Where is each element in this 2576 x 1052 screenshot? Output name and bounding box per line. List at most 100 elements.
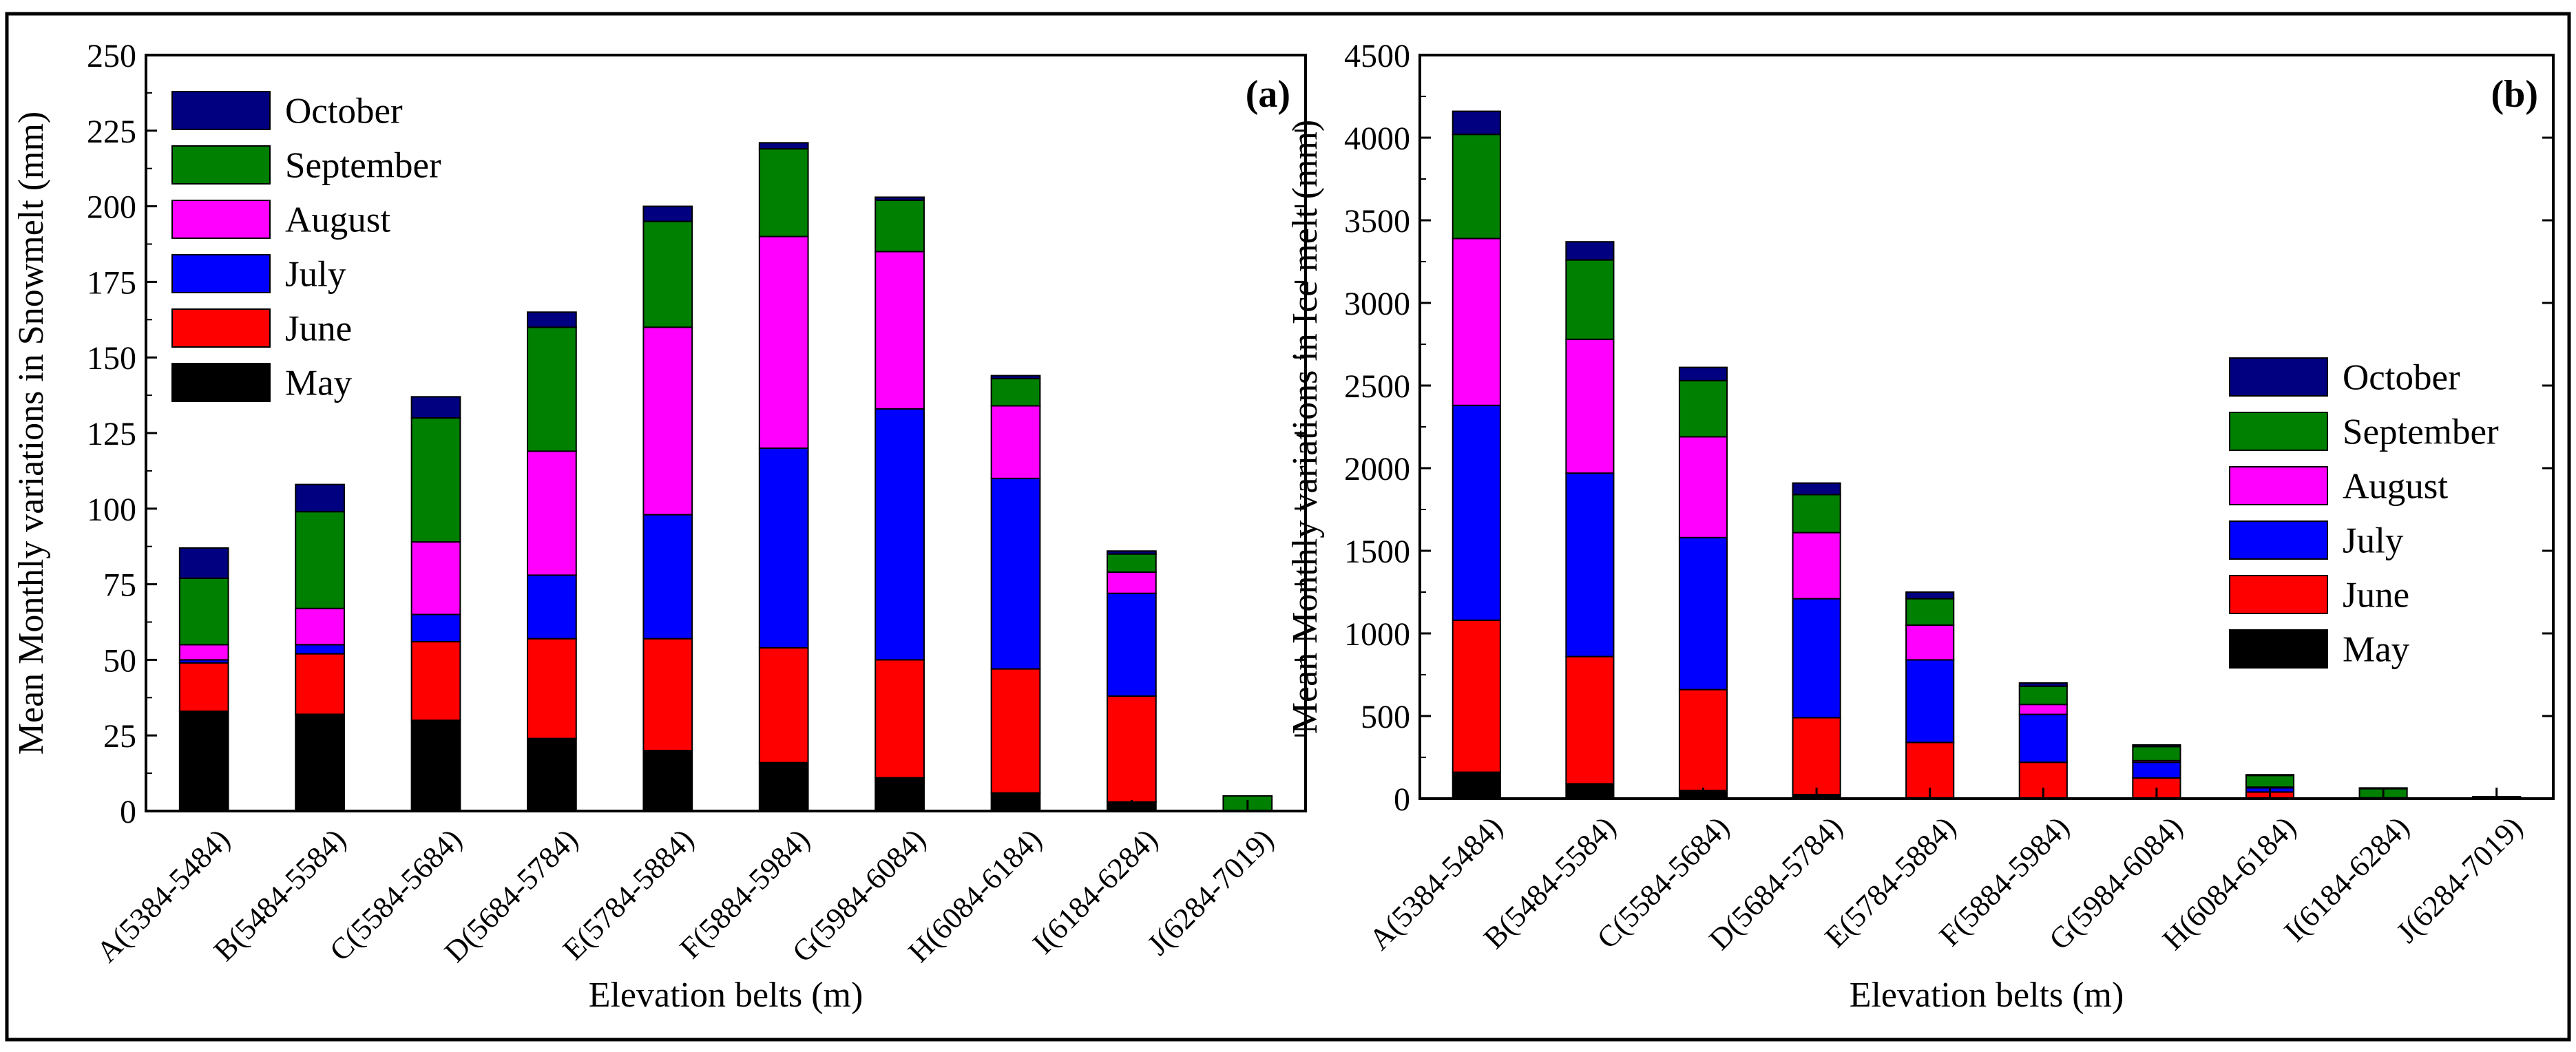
panel-a-bar-october-8 — [1107, 550, 1157, 555]
panel-a-ytick-label: 200 — [87, 189, 136, 226]
panel-a-bar-september-3 — [527, 326, 577, 452]
panel-a-x-axis-title: Elevation belts (m) — [589, 976, 863, 1015]
panel-a-bar-june-0 — [178, 662, 229, 713]
panel-b-ytick-label: 4000 — [1344, 120, 1410, 157]
panel-a-ytick-label: 100 — [87, 492, 136, 528]
panel-a-legend-swatch-may — [171, 363, 271, 402]
panel-a-bar-september-7 — [990, 377, 1041, 407]
panel-a-bar-july-5 — [758, 447, 809, 649]
panel-b-ytick-label: 2500 — [1344, 368, 1410, 405]
panel-b-legend-label-october: October — [2343, 358, 2460, 398]
panel-b-legend-label-july: July — [2343, 521, 2404, 561]
panel-a-ytick-label: 175 — [87, 264, 136, 301]
panel-b-bar-october-4 — [1905, 591, 1955, 600]
panel-b-legend-swatch-october — [2229, 357, 2328, 397]
panel-a-legend-swatch-september — [171, 145, 271, 185]
panel-a-legend: October September August July June May — [171, 91, 441, 403]
panel-a-bar-october-4 — [642, 205, 693, 222]
panel-b-legend-swatch-june — [2229, 575, 2328, 614]
panel-b-bar-september-5 — [2018, 685, 2068, 706]
panel-b-bar-july-2 — [1678, 536, 1728, 691]
panel-a-bar-may-1 — [295, 713, 345, 812]
panel-a-bar-october-2 — [410, 396, 461, 419]
panel-a-bar-may-2 — [410, 719, 461, 812]
panel-a-y-axis-title: Mean Monthly variations in Snowmelt (mm) — [12, 112, 51, 755]
panel-b-ytick-label: 1000 — [1344, 616, 1410, 653]
panel-b-bar-july-3 — [1792, 598, 1841, 719]
panel-b-legend-label-may: May — [2343, 630, 2410, 670]
panel-b-ytick-label: 4500 — [1344, 38, 1410, 74]
panel-a-bar-july-2 — [410, 613, 461, 643]
panel-a-bar-july-4 — [642, 514, 693, 640]
panel-a-bar-october-1 — [295, 483, 345, 513]
panel-b-ytick-label: 3000 — [1344, 286, 1410, 322]
panel-b-ytick-label: 0 — [1394, 781, 1410, 818]
panel-a-bar-september-8 — [1107, 553, 1157, 574]
panel-b-bar-october-3 — [1792, 482, 1841, 496]
panel-b-x-axis-title: Elevation belts (m) — [1850, 976, 2124, 1015]
panel-b-ytick-label: 2000 — [1344, 451, 1410, 487]
panel-b-bar-october-2 — [1678, 366, 1728, 381]
panel-a-legend-label-may: May — [285, 364, 353, 403]
panel-b-legend-swatch-july — [2229, 520, 2328, 560]
panel-a-ytick-label: 125 — [87, 416, 136, 452]
panel-a-bar-june-4 — [642, 638, 693, 752]
panel-a-bar-august-8 — [1107, 571, 1157, 594]
panel-a-bar-october-3 — [527, 311, 577, 328]
panel-a-legend-swatch-august — [171, 200, 271, 239]
panel-b-ytick-label: 500 — [1361, 699, 1410, 735]
panel-a-legend-label-october: October — [285, 92, 403, 132]
panel-b-legend-label-august: August — [2343, 467, 2448, 507]
panel-a-bar-july-8 — [1107, 592, 1157, 697]
panel-a-bar-august-5 — [758, 235, 809, 449]
panel-b-bar-may-0 — [1452, 771, 1501, 799]
panel-b-bar-august-2 — [1678, 436, 1728, 538]
panel-b-bar-august-3 — [1792, 532, 1841, 600]
panel-a-legend-label-june: June — [285, 309, 352, 349]
panel-b-bar-september-2 — [1678, 379, 1728, 438]
panel-a-label: (a) — [1246, 73, 1290, 116]
panel-a-bar-july-7 — [990, 477, 1041, 670]
panel-a-bar-july-1 — [295, 644, 345, 655]
panel-b-legend-label-june: June — [2343, 576, 2409, 616]
panel-a-bar-september-2 — [410, 417, 461, 543]
panel-a-ytick-label: 250 — [87, 38, 136, 74]
panel-b-bar-june-3 — [1792, 717, 1841, 796]
panel-a-bars — [178, 142, 1273, 812]
panel-a-bar-october-7 — [990, 375, 1041, 379]
panel-b-bar-june-2 — [1678, 688, 1728, 791]
panel-b-bar-august-0 — [1452, 238, 1501, 406]
panel-a-bar-september-5 — [758, 148, 809, 238]
panel-b-y-axis-title: Mean Monthly variations in Ice melt (mm) — [1286, 120, 1325, 734]
panel-a-bar-june-7 — [990, 668, 1041, 794]
panel-a-bar-august-0 — [178, 644, 229, 661]
panel-a-ytick-label: 25 — [103, 718, 136, 755]
panel-b-bar-october-5 — [2018, 682, 2068, 687]
panel-b-label: (b) — [2491, 73, 2538, 116]
panel-b-bar-july-5 — [2018, 713, 2068, 764]
panel-b-bar-october-6 — [2132, 744, 2181, 748]
panel-b-bar-july-4 — [1905, 659, 1955, 744]
panel-a-legend-swatch-july — [171, 254, 271, 293]
panel-a-legend-swatch-october — [171, 91, 271, 130]
panel-a-bar-june-2 — [410, 641, 461, 722]
panel-a-bar-june-3 — [527, 638, 577, 739]
panel-a-bar-july-6 — [875, 408, 925, 661]
panel-b-legend-swatch-august — [2229, 466, 2328, 505]
panel-b-ytick-label: 3500 — [1344, 203, 1410, 240]
panel-a-legend-swatch-june — [171, 308, 271, 348]
panel-b-bar-august-1 — [1565, 338, 1615, 474]
panel-b-bar-september-6 — [2132, 746, 2181, 761]
panel-a-bar-september-4 — [642, 220, 693, 328]
panel-a-bar-june-6 — [875, 659, 925, 779]
panel-a-bar-september-0 — [178, 577, 229, 646]
panel-b-legend-swatch-may — [2229, 629, 2328, 669]
panel-a-bar-august-2 — [410, 541, 461, 616]
panel-a-bar-august-4 — [642, 326, 693, 516]
panel-a-ytick-label: 75 — [103, 567, 136, 604]
panel-b-bar-june-0 — [1452, 619, 1501, 773]
panel-a-bar-october-5 — [758, 142, 809, 150]
panel-b-bar-august-4 — [1905, 624, 1955, 661]
panel-b-legend-swatch-september — [2229, 412, 2328, 451]
